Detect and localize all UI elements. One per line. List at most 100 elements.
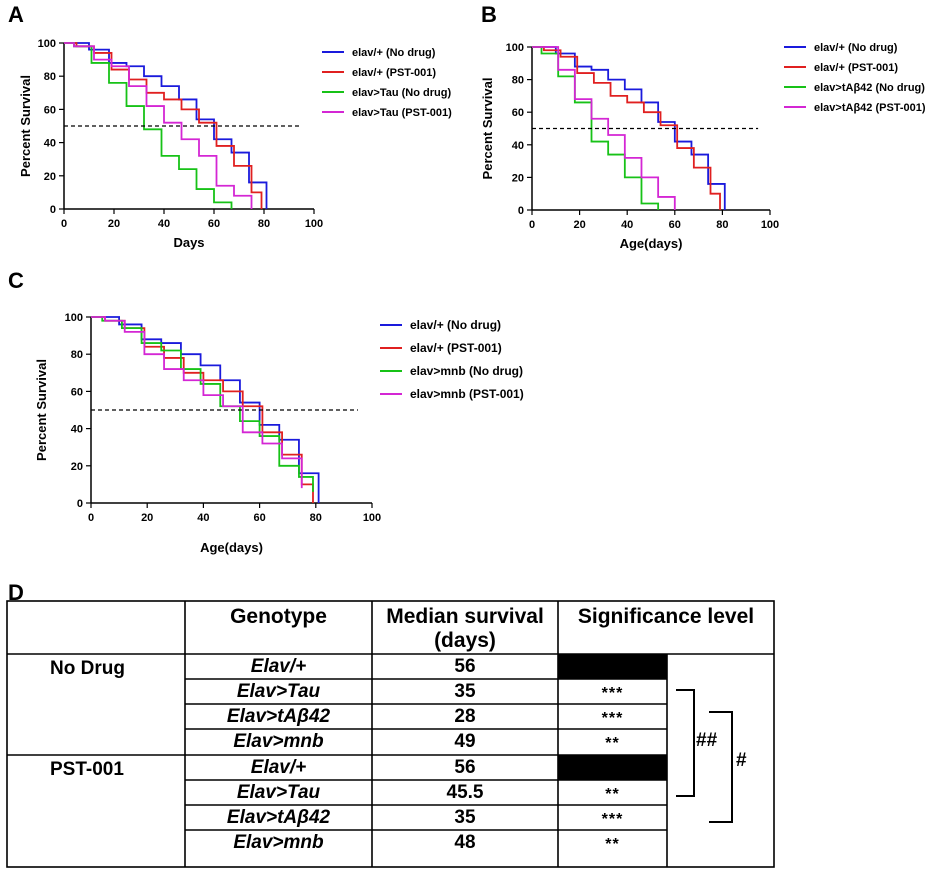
row-significance: *** [601, 811, 624, 828]
panel-a-y-tick-label: 40 [44, 138, 56, 150]
bracket-tau [676, 689, 695, 797]
panel-c-x-axis-title: Age(days) [200, 540, 263, 555]
panel-c-series-line-3 [91, 316, 314, 492]
panel-c-legend-label-3: elav>mnb (No drug) [410, 364, 523, 378]
header-median-line1: Median survival [386, 605, 544, 628]
panel-c-series-line-2 [91, 316, 314, 503]
panel-a-x-axis-title: Days [173, 235, 204, 250]
panel-c-y-axis-title: Percent Survival [34, 359, 49, 461]
row-genotype: Elav>tAβ42 [226, 706, 331, 727]
header-significance: Significance level [577, 605, 755, 628]
panel-b-y-tick-label: 100 [506, 42, 524, 54]
row-significance: *** [601, 710, 624, 727]
panel-b-legend-label-2: elav/+ (PST-001) [814, 62, 898, 74]
panel-b-y-axis-title: Percent Survival [480, 78, 495, 180]
row-median: 45.5 [446, 782, 484, 803]
panel-a-y-tick-label: 0 [50, 204, 56, 216]
panel-c-legend-label-2: elav/+ (PST-001) [410, 341, 502, 355]
panel-b-series-line-4 [532, 46, 676, 210]
reference-cell-pst-001 [558, 755, 667, 780]
row-genotype: Elav/+ [250, 757, 307, 778]
panel-c-y-tick-label: 20 [71, 461, 83, 473]
panel-b-legend-label-3: elav>tAβ42 (No drug) [814, 82, 925, 94]
panel-c-x-tick-label: 0 [88, 512, 94, 524]
panel-a-y-tick-label: 80 [44, 71, 56, 83]
row-median: 49 [454, 731, 476, 752]
panel-a-y-tick-label: 20 [44, 171, 56, 183]
panel-c-y-tick-label: 100 [65, 312, 83, 324]
panel-b-x-tick-label: 0 [529, 219, 535, 231]
bracket-label-double-hash: ## [696, 730, 718, 751]
survival-chart-a: 0 20 40 60 80 100 0 20 40 60 80 100 Days Percent Surv… [18, 38, 926, 555]
panel-b-y-tick-label: 20 [512, 172, 524, 184]
panel-a-legend-label-1: elav/+ (No drug) [352, 47, 436, 59]
row-significance: ** [605, 786, 620, 803]
row-median: 35 [454, 681, 476, 702]
panel-a-x-tick-label: 40 [158, 218, 170, 230]
panel-b-series-line-2 [532, 46, 721, 210]
panel-a-x-tick-label: 20 [108, 218, 120, 230]
panel-c-y-tick-label: 40 [71, 424, 83, 436]
panel-a-series-line-3 [64, 42, 233, 209]
panel-b-x-tick-label: 100 [761, 219, 779, 231]
row-median: 48 [454, 832, 476, 853]
panel-b-x-tick-label: 60 [669, 219, 681, 231]
row-genotype: Elav>Tau [236, 681, 321, 702]
panel-a-y-tick-label: 100 [38, 38, 56, 50]
bracket-abeta [709, 711, 733, 823]
panel-c-legend-label-1: elav/+ (No drug) [410, 318, 501, 332]
panel-c-y-tick-label: 80 [71, 349, 83, 361]
row-significance: ** [605, 836, 620, 853]
panel-c-x-tick-label: 80 [310, 512, 322, 524]
panel-b-letter: B [481, 2, 497, 27]
panel-a-y-tick-label: 60 [44, 104, 56, 116]
row-genotype: Elav>tAβ42 [226, 807, 331, 828]
panel-a-letter: A [8, 2, 24, 27]
panel-a-legend-label-2: elav/+ (PST-001) [352, 67, 436, 79]
panel-a-legend-label-4: elav>Tau (PST-001) [352, 107, 452, 119]
panel-a-x-tick-label: 80 [258, 218, 270, 230]
panel-d-letter: D [8, 580, 24, 605]
panel-a-series-line-1 [64, 42, 268, 209]
row-genotype: Elav>Tau [236, 782, 321, 803]
panel-b-x-tick-label: 80 [716, 219, 728, 231]
row-significance: ** [605, 735, 620, 752]
row-genotype: Elav>mnb [233, 731, 324, 752]
panel-a-x-tick-label: 0 [61, 218, 67, 230]
row-genotype: Elav/+ [250, 656, 307, 677]
header-median-line2: (days) [434, 629, 496, 652]
panel-c-x-tick-label: 40 [197, 512, 209, 524]
panel-a-x-tick-label: 60 [208, 218, 220, 230]
panel-b-y-tick-label: 80 [512, 75, 524, 87]
panel-c-y-tick-label: 0 [77, 498, 83, 510]
panel-b-series-line-1 [532, 46, 726, 210]
panel-c-x-tick-label: 100 [363, 512, 381, 524]
panel-b-series-line-3 [532, 46, 660, 210]
median-survival-table: Genotype Median survival (days) Signific… [6, 600, 776, 870]
panel-c-series-line-4 [91, 316, 303, 489]
group-no-drug: No Drug [50, 658, 125, 679]
panel-b-x-tick-label: 40 [621, 219, 633, 231]
panel-a-legend-label-3: elav>Tau (No drug) [352, 87, 451, 99]
panel-a-y-axis-title: Percent Survival [18, 75, 33, 177]
table-grid [6, 600, 775, 868]
header-genotype: Genotype [230, 605, 327, 628]
row-median: 56 [454, 656, 476, 677]
panel-b-x-tick-label: 20 [573, 219, 585, 231]
row-genotype: Elav>mnb [233, 832, 324, 853]
bracket-label-hash: # [736, 750, 747, 771]
reference-cell-no-drug [558, 654, 667, 679]
row-significance: *** [601, 685, 624, 702]
panel-c-letter: C [8, 268, 24, 293]
panel-b-y-tick-label: 0 [518, 205, 524, 217]
row-median: 56 [454, 757, 476, 778]
panel-a-x-tick-label: 100 [305, 218, 323, 230]
panel-c-x-tick-label: 60 [253, 512, 265, 524]
group-pst-001: PST-001 [50, 759, 124, 780]
panel-b-x-axis-title: Age(days) [620, 236, 683, 251]
panel-b-legend-label-1: elav/+ (No drug) [814, 42, 898, 54]
panel-c-x-tick-label: 20 [141, 512, 153, 524]
row-median: 28 [454, 706, 476, 727]
panel-b-legend-label-4: elav>tAβ42 (PST-001) [814, 102, 926, 114]
panel-b-y-tick-label: 40 [512, 140, 524, 152]
